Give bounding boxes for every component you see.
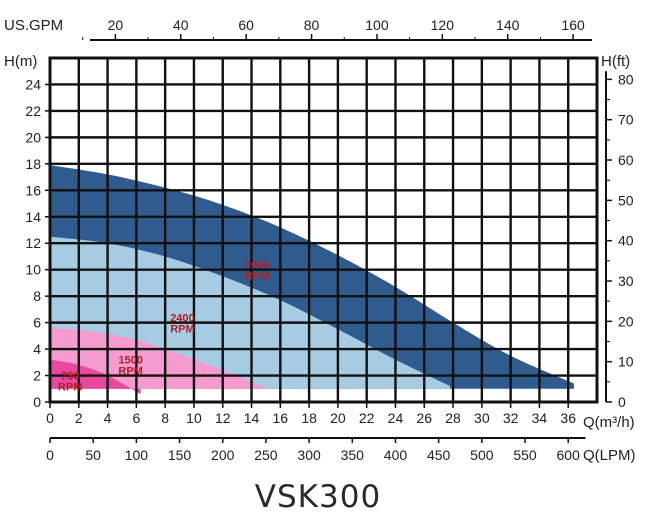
lpm-tick-label: 350 — [341, 447, 365, 463]
chart-axes — [45, 34, 612, 443]
x-tick-label: 14 — [244, 410, 260, 426]
y-tick-label: 0 — [33, 394, 41, 410]
right-tick-label: 80 — [618, 71, 634, 87]
x-tick-label: 2 — [75, 410, 83, 426]
x-tick-label: 6 — [132, 410, 140, 426]
x-tick-label: 26 — [416, 410, 432, 426]
rpm-label-line: RPM — [170, 323, 194, 335]
lpm-tick-label: 550 — [513, 447, 537, 463]
x-tick-label: 8 — [161, 410, 169, 426]
curve-area-1500-rpm — [50, 327, 269, 389]
x-tick-label: 30 — [474, 410, 490, 426]
top-tick-label: 120 — [431, 17, 455, 33]
rpm-label: 3000 RPM — [245, 259, 269, 282]
lpm-tick-label: 300 — [297, 447, 321, 463]
x-tick-label: 18 — [301, 410, 317, 426]
right-tick-label: 60 — [618, 152, 634, 168]
right-tick-label: 50 — [618, 192, 634, 208]
rpm-label-line: 1500 — [118, 355, 142, 367]
x-tick-label: 24 — [388, 410, 404, 426]
rpm-label-line: RPM — [118, 366, 142, 378]
y-tick-label: 14 — [25, 209, 41, 225]
top-tick-label: 40 — [173, 17, 189, 33]
y-tick-label: 20 — [25, 129, 41, 145]
right-tick-label: 20 — [618, 313, 634, 329]
lpm-axis-label: Q(LPM) — [583, 447, 636, 464]
y-tick-label: 10 — [25, 262, 41, 278]
plot-frame — [48, 56, 599, 404]
right-tick-label: 10 — [618, 354, 634, 370]
y-tick-label: 12 — [25, 235, 41, 251]
y-tick-label: 24 — [25, 76, 41, 92]
lpm-tick-label: 150 — [168, 447, 192, 463]
top-tick-label: 80 — [304, 17, 320, 33]
rpm-label-line: RPM — [58, 382, 82, 394]
y-axis-label: H(m) — [4, 53, 37, 70]
lpm-tick-label: 200 — [211, 447, 235, 463]
chart-grid — [48, 56, 599, 404]
y-tick-label: 16 — [25, 182, 41, 198]
right-tick-label: 70 — [618, 112, 634, 128]
x-tick-label: 22 — [359, 410, 375, 426]
x-tick-label: 32 — [503, 410, 519, 426]
rpm-label: 2400 RPM — [170, 312, 194, 335]
x-axis-label: Q(m³/h) — [583, 414, 635, 431]
lpm-tick-label: 600 — [557, 447, 581, 463]
x-tick-label: 20 — [330, 410, 346, 426]
x-tick-label: 34 — [532, 410, 548, 426]
rpm-label: 750 RPM — [58, 371, 82, 394]
y-tick-label: 18 — [25, 156, 41, 172]
lpm-tick-label: 400 — [384, 447, 408, 463]
lpm-tick-label: 50 — [85, 447, 101, 463]
right-tick-label: 40 — [618, 233, 634, 249]
x-tick-label: 36 — [560, 410, 576, 426]
x-tick-label: 0 — [46, 410, 54, 426]
x-tick-label: 28 — [445, 410, 461, 426]
right-tick-label: 30 — [618, 273, 634, 289]
top-tick-label: 100 — [365, 17, 389, 33]
x-tick-label: 12 — [215, 410, 231, 426]
tick-labels: 0 2 4 6 8 10 12 14 16 18 20 22 24 26 28 30 32 34 360246810… — [25, 17, 633, 463]
lpm-tick-label: 100 — [125, 447, 149, 463]
lpm-tick-label: 450 — [427, 447, 451, 463]
top-tick-label: 140 — [496, 17, 520, 33]
rpm-label-line: RPM — [245, 270, 269, 282]
right-axis-label: H(ft) — [601, 53, 630, 70]
x-tick-label: 4 — [104, 410, 112, 426]
y-tick-label: 4 — [33, 341, 41, 357]
lpm-tick-label: 250 — [254, 447, 278, 463]
top-tick-label: 60 — [238, 17, 254, 33]
top-axis-label: US.GPM — [4, 17, 63, 34]
rpm-label-line: 3000 — [245, 259, 269, 271]
y-tick-label: 6 — [33, 315, 41, 331]
y-tick-label: 8 — [33, 288, 41, 304]
chart-title: VSK300 — [255, 479, 381, 515]
rpm-label-line: 2400 — [170, 312, 194, 324]
top-tick-label: 160 — [561, 17, 585, 33]
lpm-tick-label: 0 — [46, 447, 54, 463]
top-tick-label: 20 — [108, 17, 124, 33]
x-tick-label: 10 — [186, 410, 202, 426]
rpm-label: 1500 RPM — [118, 355, 142, 378]
curve-areas — [50, 165, 574, 395]
curve-area-750-rpm — [50, 359, 141, 395]
y-tick-label: 2 — [33, 368, 41, 384]
rpm-label-line: 750 — [61, 371, 79, 383]
x-tick-label: 16 — [273, 410, 289, 426]
right-tick-label: 0 — [618, 394, 626, 410]
y-tick-label: 22 — [25, 103, 41, 119]
lpm-tick-label: 500 — [470, 447, 494, 463]
